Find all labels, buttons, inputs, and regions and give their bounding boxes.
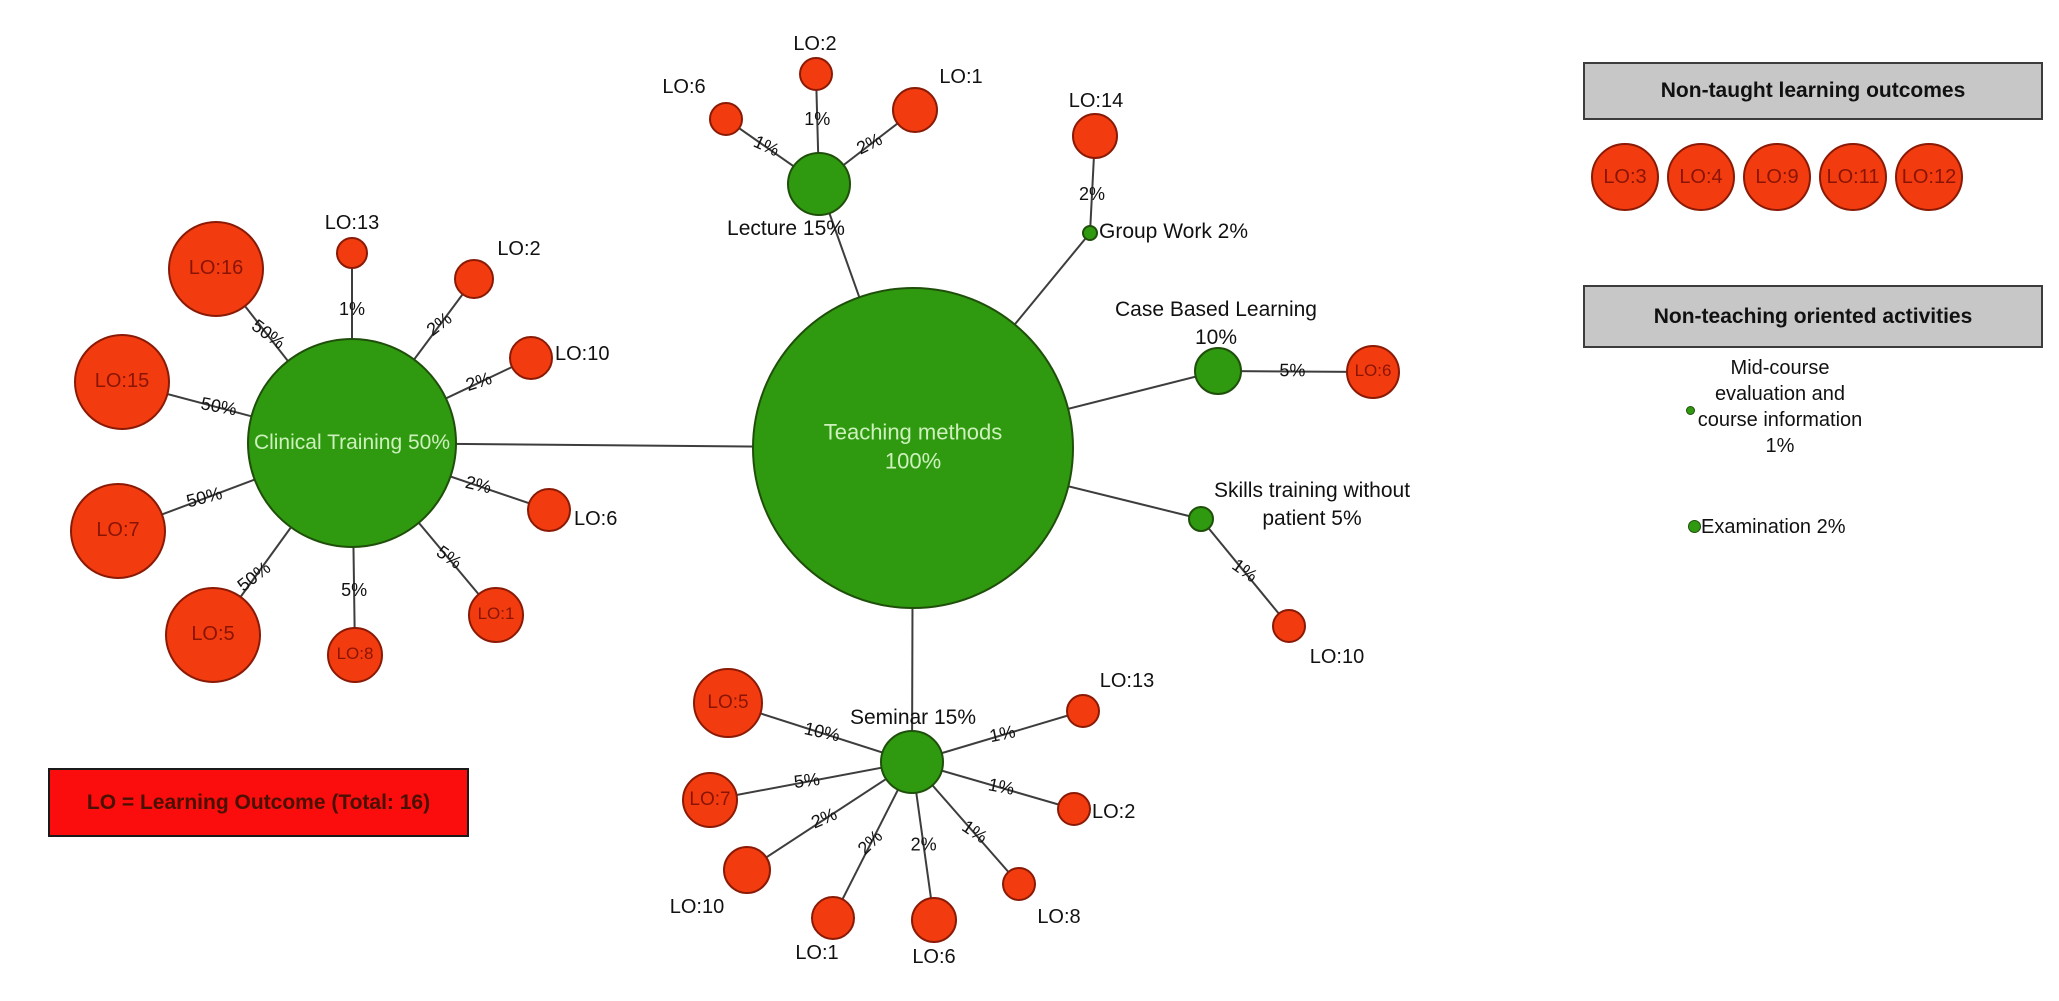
legend-outcome-circle: LO:3: [1591, 143, 1659, 211]
edge-label-c_lo5: 50%: [234, 557, 275, 595]
node-c_lo15: [74, 334, 170, 430]
non-taught-outcomes-row: LO:3 LO:4 LO:9 LO:11 LO:12: [1591, 143, 1963, 211]
legend-outcome-circle: LO:12: [1895, 143, 1963, 211]
node-sem_lo5: [693, 668, 763, 738]
node-l_lo6: [709, 102, 743, 136]
lo-legend-note: LO = Learning Outcome (Total: 16): [48, 768, 469, 837]
edge-label-c_lo16: 50%: [248, 315, 289, 352]
node-label-cbl_lo6: LO:6: [1355, 361, 1392, 380]
node-label-cbl: Case Based Learning 10%: [1115, 298, 1317, 349]
examination-dot-icon: [1688, 520, 1701, 533]
node-label-sem_lo6: LO:6: [912, 946, 955, 968]
edge-label-g_lo14: 2%: [1079, 184, 1105, 204]
node-label-l_lo6: LO:6: [662, 76, 705, 98]
mid-course-evaluation-label: Mid-course evaluation and course informa…: [1697, 357, 1863, 457]
examination-label: Examination 2%: [1701, 516, 1846, 538]
edge-label-c_lo6: 2%: [463, 472, 493, 497]
edge-label-c_lo7: 50%: [184, 483, 224, 511]
edge-label-sem_lo6: 2%: [911, 834, 937, 854]
node-label-sem_lo1: LO:1: [795, 942, 838, 964]
edge-label-sem_lo1: 2%: [854, 826, 887, 858]
node-label-c_lo6: LO:6: [574, 508, 617, 530]
node-c_lo2: [454, 259, 494, 299]
legend-outcome-circle: LO:4: [1667, 143, 1735, 211]
node-teaching: [752, 287, 1074, 609]
edge-label-c_lo8: 5%: [341, 580, 367, 600]
node-label-c_lo1: LO:1: [478, 604, 515, 623]
node-label-c_lo8: LO:8: [337, 644, 374, 663]
node-label-l_lo2: LO:2: [793, 33, 836, 55]
node-c_lo10: [509, 336, 553, 380]
node-sem_lo13: [1066, 694, 1100, 728]
node-l_lo2: [799, 57, 833, 91]
node-label-c_lo5: LO:5: [191, 623, 234, 645]
node-sem_lo10: [723, 846, 771, 894]
edge-label-c_lo15: 50%: [199, 393, 238, 419]
node-c_lo1: [468, 587, 524, 643]
edge-seminar-sem_lo7: [709, 761, 913, 801]
node-label-sem_lo10: LO:10: [670, 896, 724, 918]
legend-outcome-circle: LO:9: [1743, 143, 1811, 211]
edge-label-sem_lo2: 1%: [987, 774, 1016, 799]
node-c_lo8: [327, 627, 383, 683]
node-c_lo13: [336, 237, 368, 269]
node-s_lo10: [1272, 609, 1306, 643]
node-label-skills: Skills training without patient 5%: [1214, 479, 1410, 530]
node-label-c_lo16: LO:16: [189, 257, 243, 279]
node-cbl: [1194, 347, 1242, 395]
node-sem_lo8: [1002, 867, 1036, 901]
node-g_lo14: [1072, 113, 1118, 159]
node-label-c_lo13: LO:13: [325, 212, 379, 234]
node-c_lo7: [70, 483, 166, 579]
node-label-g_lo14: LO:14: [1069, 90, 1123, 112]
node-label-groupwork: Group Work 2%: [1099, 220, 1248, 243]
edge-label-cbl_lo6: 5%: [1279, 360, 1305, 380]
edge-label-c_lo10: 2%: [463, 368, 494, 395]
node-label-sem_lo2: LO:2: [1092, 801, 1135, 823]
node-c_lo5: [165, 587, 261, 683]
node-label-c_lo15: LO:15: [95, 370, 149, 392]
node-seminar: [880, 730, 944, 794]
node-label-c_lo7: LO:7: [96, 519, 139, 541]
non-teaching-activities-header: Non-teaching oriented activities: [1583, 285, 2043, 348]
node-label-clinical: Clinical Training 50%: [254, 431, 450, 454]
node-label-sem_lo8: LO:8: [1037, 906, 1080, 928]
node-label-lecture: Lecture 15%: [727, 217, 845, 240]
node-l_lo1: [892, 87, 938, 133]
edge-label-sem_lo7: 5%: [793, 769, 821, 792]
node-sem_lo2: [1057, 792, 1091, 826]
edge-label-c_lo2: 2%: [423, 308, 456, 340]
node-label-sem_lo7: LO:7: [689, 789, 730, 810]
node-label-sem_lo5: LO:5: [707, 692, 748, 713]
node-sem_lo6: [911, 897, 957, 943]
node-skills: [1188, 506, 1214, 532]
node-c_lo16: [168, 221, 264, 317]
node-label-c_lo2: LO:2: [497, 238, 540, 260]
mid-course-dot-icon: [1686, 406, 1695, 415]
node-c_lo6: [527, 488, 571, 532]
edge-label-c_lo13: 1%: [339, 299, 365, 319]
edge-label-sem_lo5: 10%: [802, 718, 841, 745]
edge-seminar-sem_lo10: [746, 761, 913, 871]
node-label-sem_lo13: LO:13: [1100, 670, 1154, 692]
node-label-c_lo10: LO:10: [555, 343, 609, 365]
node-label-s_lo10: LO:10: [1310, 646, 1364, 668]
node-clinical: [247, 338, 457, 548]
node-label-l_lo1: LO:1: [939, 66, 982, 88]
edge-skills-s_lo10: [1200, 518, 1290, 627]
edge-label-sem_lo13: 1%: [988, 721, 1018, 746]
edge-label-l_lo2: 1%: [804, 109, 830, 129]
node-groupwork: [1082, 225, 1098, 241]
node-lecture: [787, 152, 851, 216]
node-sem_lo1: [811, 896, 855, 940]
legend-outcome-circle: LO:11: [1819, 143, 1887, 211]
node-sem_lo7: [682, 772, 738, 828]
node-label-seminar: Seminar 15%: [850, 706, 976, 729]
node-label-teaching: Teaching methods 100%: [824, 419, 1003, 473]
non-taught-outcomes-header: Non-taught learning outcomes: [1583, 62, 2043, 120]
edge-label-sem_lo10: 2%: [808, 804, 840, 833]
node-cbl_lo6: [1346, 345, 1400, 399]
